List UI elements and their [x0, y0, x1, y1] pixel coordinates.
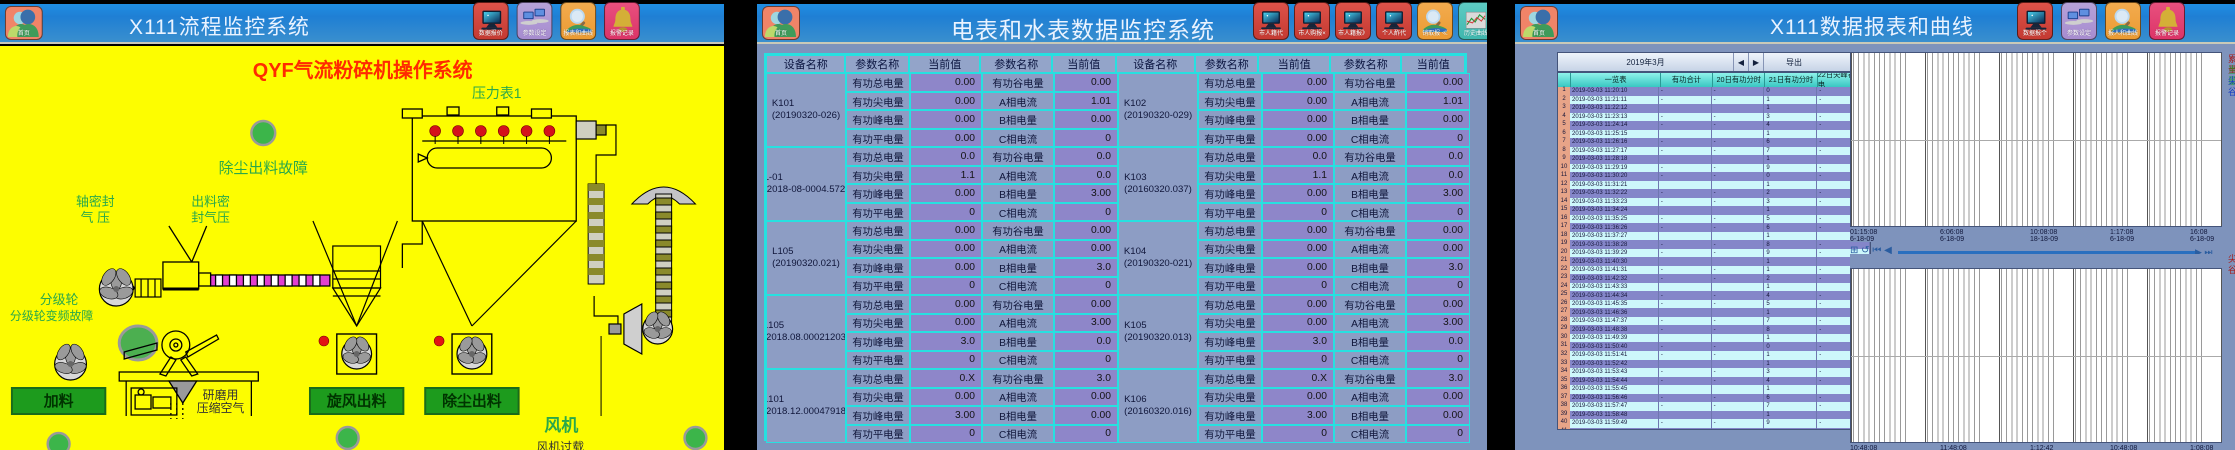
- svg-text:风机: 风机: [544, 415, 578, 435]
- svg-text:加料: 加料: [43, 392, 74, 410]
- svg-text:风机过载: 风机过载: [536, 440, 584, 450]
- svg-text:出料密: 出料密: [191, 194, 230, 209]
- svg-text:分级轮: 分级轮: [40, 292, 79, 307]
- svg-text:轴密封: 轴密封: [76, 194, 115, 209]
- svg-text:压力表1: 压力表1: [472, 85, 522, 101]
- svg-text:研磨用: 研磨用: [203, 388, 239, 402]
- svg-text:旋风出料: 旋风出料: [326, 392, 387, 410]
- svg-text:除尘出料故障: 除尘出料故障: [219, 159, 308, 177]
- svg-text:分级轮变频故障: 分级轮变频故障: [10, 308, 93, 323]
- svg-text:压缩空气: 压缩空气: [197, 400, 245, 415]
- svg-text:封气压: 封气压: [191, 210, 230, 225]
- svg-text:气 压: 气 压: [81, 210, 110, 225]
- svg-text:除尘出料: 除尘出料: [442, 392, 502, 410]
